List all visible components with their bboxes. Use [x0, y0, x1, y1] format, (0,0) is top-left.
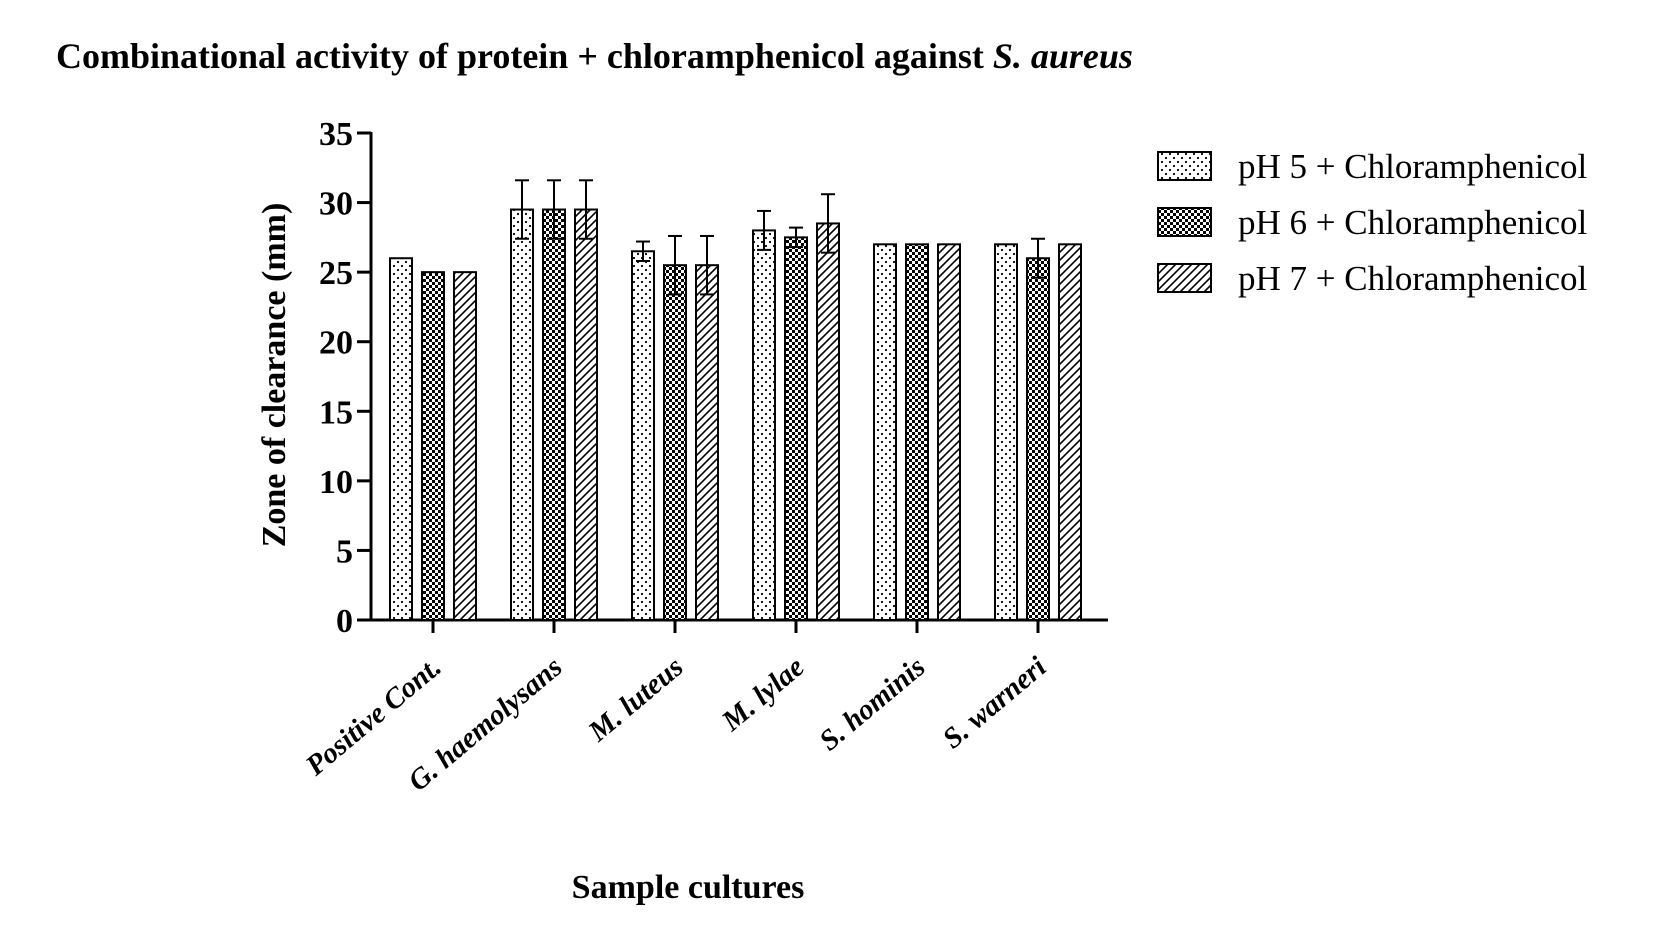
y-tick-label: 25: [319, 255, 353, 292]
bar-3-2: [574, 208, 598, 621]
bar-2-1: [421, 271, 445, 621]
bar-3-3: [695, 264, 719, 621]
bar-1-5: [873, 243, 897, 621]
bar-2-4: [784, 236, 808, 621]
bar-1-2: [510, 208, 534, 621]
y-tick-label: 30: [319, 186, 353, 223]
y-axis-label: Zone of clearance (mm): [256, 203, 293, 548]
bars: [389, 208, 1082, 621]
legend-label-3: pH 7 + Chloramphenicol: [1238, 259, 1588, 298]
category-label: S. warneri: [937, 651, 1053, 755]
axes: [369, 132, 1108, 622]
y-tick-label: 35: [319, 116, 353, 153]
bar-2-5: [905, 243, 929, 621]
bar-3-6: [1058, 243, 1082, 621]
legend-swatch-2: [1157, 207, 1212, 237]
legend-swatch-3: [1157, 263, 1212, 293]
x-axis-label: Sample cultures: [572, 869, 805, 906]
y-tick-label: 5: [336, 533, 353, 570]
bar-1-6: [994, 243, 1018, 621]
error-bars: [515, 179, 1045, 296]
bar-3-5: [937, 243, 961, 621]
bar-2-6: [1026, 257, 1050, 621]
y-tick-label: 20: [319, 325, 353, 362]
bar-3-1: [453, 271, 477, 621]
bar-1-1: [389, 257, 413, 621]
y-ticks: 0 5 10 15 20 25 30 35: [319, 116, 371, 640]
category-label: M. luteus: [582, 651, 690, 749]
legend-label-2: pH 6 + Chloramphenicol: [1238, 203, 1588, 242]
category-label: M. lylae: [715, 651, 810, 738]
bar-2-2: [542, 208, 566, 621]
legend: pH 5 + Chloramphenicol pH 6 + Chloramphen…: [1157, 147, 1588, 298]
category-labels: Positive Cont.G. haemolysans M. luteus M. …: [299, 620, 1052, 798]
y-tick-label: 15: [319, 394, 353, 431]
legend-swatch-1: [1157, 151, 1212, 181]
y-tick-label: 10: [319, 464, 353, 501]
legend-label-1: pH 5 + Chloramphenicol: [1238, 147, 1588, 186]
bar-1-3: [631, 250, 655, 621]
category-label: S. hominis: [813, 651, 931, 757]
bar-3-4: [816, 222, 840, 621]
y-tick-label: 0: [336, 603, 353, 640]
chart-title: Combinational activity of protein + chlo…: [56, 36, 1133, 76]
chart-title-italic: S. aureus: [993, 36, 1133, 76]
chart-title-main: Combinational activity of protein + chlo…: [56, 36, 993, 76]
bar-2-3: [663, 264, 687, 621]
bar-1-4: [752, 229, 776, 621]
